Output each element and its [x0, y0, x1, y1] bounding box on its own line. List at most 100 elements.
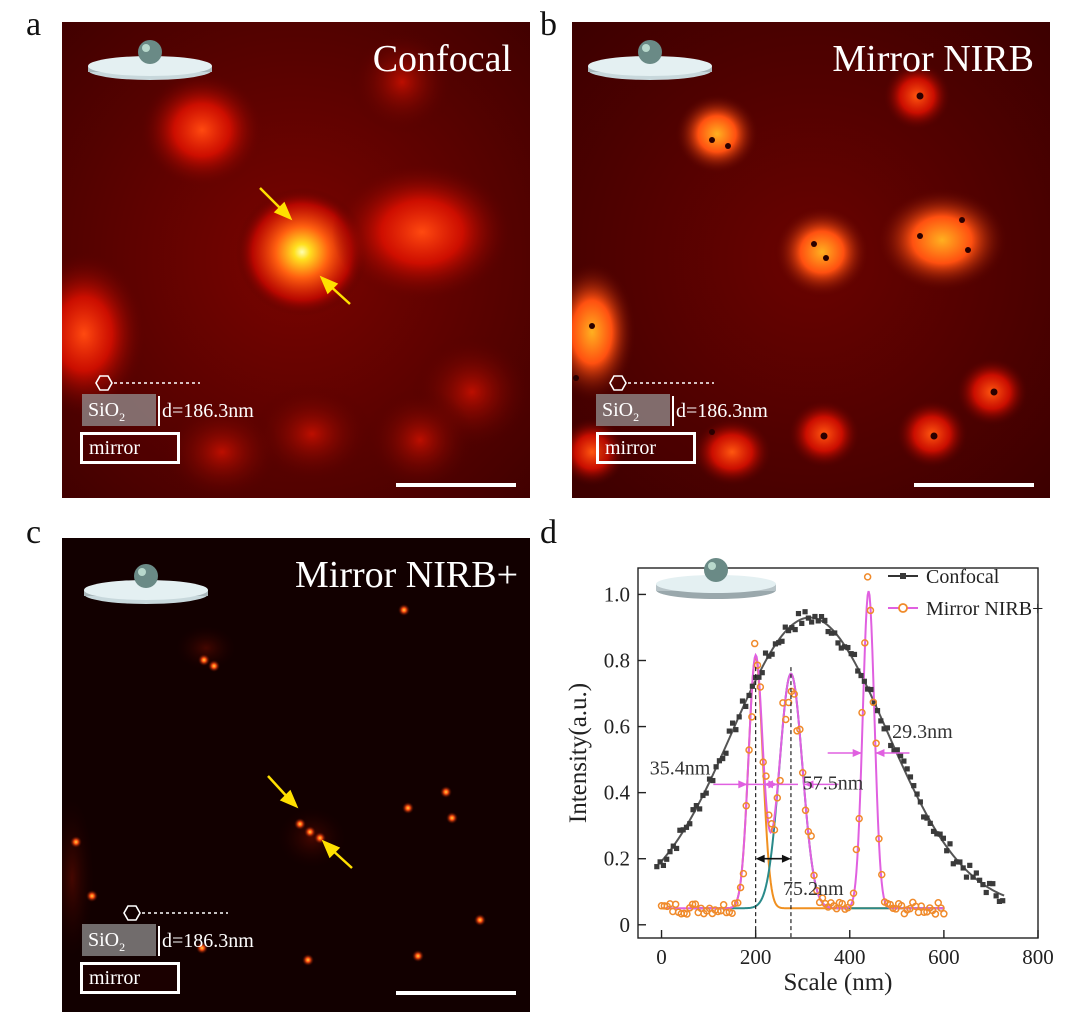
confocal-point — [878, 718, 884, 724]
confocal-point — [940, 835, 947, 841]
nirb-point — [852, 845, 861, 854]
confocal-point — [927, 820, 933, 826]
confocal-point — [782, 624, 788, 630]
x-tick-label: 400 — [834, 945, 866, 969]
nirb-point — [748, 713, 756, 721]
mirror-layer-label-b: mirror — [596, 432, 696, 464]
confocal-point — [858, 672, 864, 679]
confocal-point — [713, 764, 719, 770]
molecule-icon-c — [123, 905, 228, 921]
molecule-icon — [95, 375, 200, 391]
chart-axes: 0 200 400 600 800 0 0.2 0.4 0.6 0.8 1.0 Scale (nm) I… — [565, 567, 1054, 996]
fwhm-arrowhead — [875, 749, 885, 757]
separation-label: 75.2nm — [783, 878, 844, 900]
x-tick-label: 800 — [1022, 945, 1054, 969]
confocal-point — [980, 882, 986, 888]
nirb-point — [750, 639, 759, 648]
confocal-point — [947, 841, 953, 847]
confocal-point — [687, 821, 693, 827]
nirb-point — [920, 908, 928, 916]
nirb-point — [759, 758, 767, 766]
nirb-point — [855, 814, 863, 823]
nirb-point — [728, 909, 736, 917]
confocal-point — [743, 703, 749, 710]
confocal-point — [868, 686, 874, 693]
panel-letter-c: c — [26, 514, 42, 551]
x-tick-label: 0 — [656, 945, 667, 969]
confocal-point — [720, 755, 726, 762]
sample-dish-icon-b — [588, 40, 712, 80]
panel-letter-a: a — [26, 6, 42, 43]
nirb-point — [807, 832, 815, 840]
confocal-point — [841, 644, 848, 650]
confocal-point — [739, 698, 746, 704]
nirb-point — [742, 801, 750, 810]
confocal-point — [729, 720, 736, 726]
confocal-point — [967, 862, 973, 868]
molecule-icon-b — [609, 375, 714, 391]
confocal-image-svg — [62, 22, 530, 498]
emitter-spots — [70, 604, 486, 966]
confocal-point — [921, 814, 927, 820]
confocal-point — [670, 843, 676, 849]
confocal-point — [871, 700, 877, 706]
confocal-point — [888, 742, 894, 749]
confocal-point — [934, 831, 940, 837]
nirb-point — [790, 690, 798, 698]
fwhm-arrowhead — [852, 749, 862, 757]
nirb-point — [813, 886, 821, 895]
panel-letter-b: b — [540, 6, 557, 43]
nirb-point — [770, 826, 779, 834]
confocal-point — [805, 615, 811, 621]
emitter-dots — [573, 92, 998, 440]
nirb-point — [937, 904, 945, 912]
nirb-point — [796, 725, 804, 734]
nirb-point — [810, 871, 818, 880]
nirb-point — [767, 820, 776, 828]
confocal-point — [874, 708, 881, 714]
confocal-point — [703, 790, 709, 796]
nirb-point — [940, 910, 948, 918]
intensity-profile-chart: 0 200 400 600 800 0 0.2 0.4 0.6 0.8 1.0 Scale (nm) I… — [565, 558, 1054, 996]
panel-b-nirb-image: Mirror NIRB SiO2 d=186.3nm mirror — [572, 22, 1050, 498]
confocal-point — [812, 613, 818, 620]
confocal-point — [716, 758, 723, 764]
scale-bar — [396, 483, 516, 487]
y-tick-label: 0.6 — [604, 715, 630, 739]
separation-arrowhead-left — [755, 854, 765, 863]
arrow-markers — [259, 187, 351, 305]
data-points — [654, 573, 1006, 918]
legend-label-nirb: Mirror NIRB+ — [926, 598, 1043, 620]
nirb-point — [688, 900, 697, 909]
nirb-point — [872, 739, 880, 748]
sio2-layer-label-b: SiO2 — [596, 394, 670, 426]
confocal-point — [726, 728, 732, 734]
confocal-point — [957, 859, 963, 865]
nirb-point — [838, 899, 846, 908]
nirb-point — [897, 901, 906, 910]
nirb-point — [784, 698, 793, 707]
confocal-point — [799, 620, 805, 627]
confocal-point — [855, 668, 861, 674]
confocal-point — [736, 714, 742, 720]
chart-annotations: 35.4nm 57.5nm 29.3nm 75.2nm — [650, 667, 953, 938]
thickness-label-b: d=186.3nm — [676, 400, 768, 422]
confocal-point — [690, 807, 696, 813]
mirror-layer-label-c: mirror — [80, 962, 180, 994]
sample-dish-icon-d — [656, 558, 776, 599]
nirb-point — [756, 683, 765, 691]
sample-dish-icon-c — [84, 564, 208, 604]
confocal-point — [776, 640, 782, 646]
confocal-point — [667, 849, 673, 855]
panel-c-nirb-plus-image: Mirror NIRB+ SiO2 d=186.3nm mirror — [62, 538, 530, 1012]
confocal-point — [845, 644, 851, 651]
fwhm-label-2: 57.5nm — [803, 772, 864, 794]
confocal-point — [970, 874, 976, 880]
confocal-point — [865, 686, 871, 692]
nirb-combined-fit — [661, 590, 944, 910]
nirb-point — [798, 768, 807, 777]
arrow-markers-c — [267, 775, 353, 869]
confocal-point — [990, 881, 996, 887]
confocal-point — [884, 725, 891, 731]
confocal-point — [680, 827, 686, 833]
